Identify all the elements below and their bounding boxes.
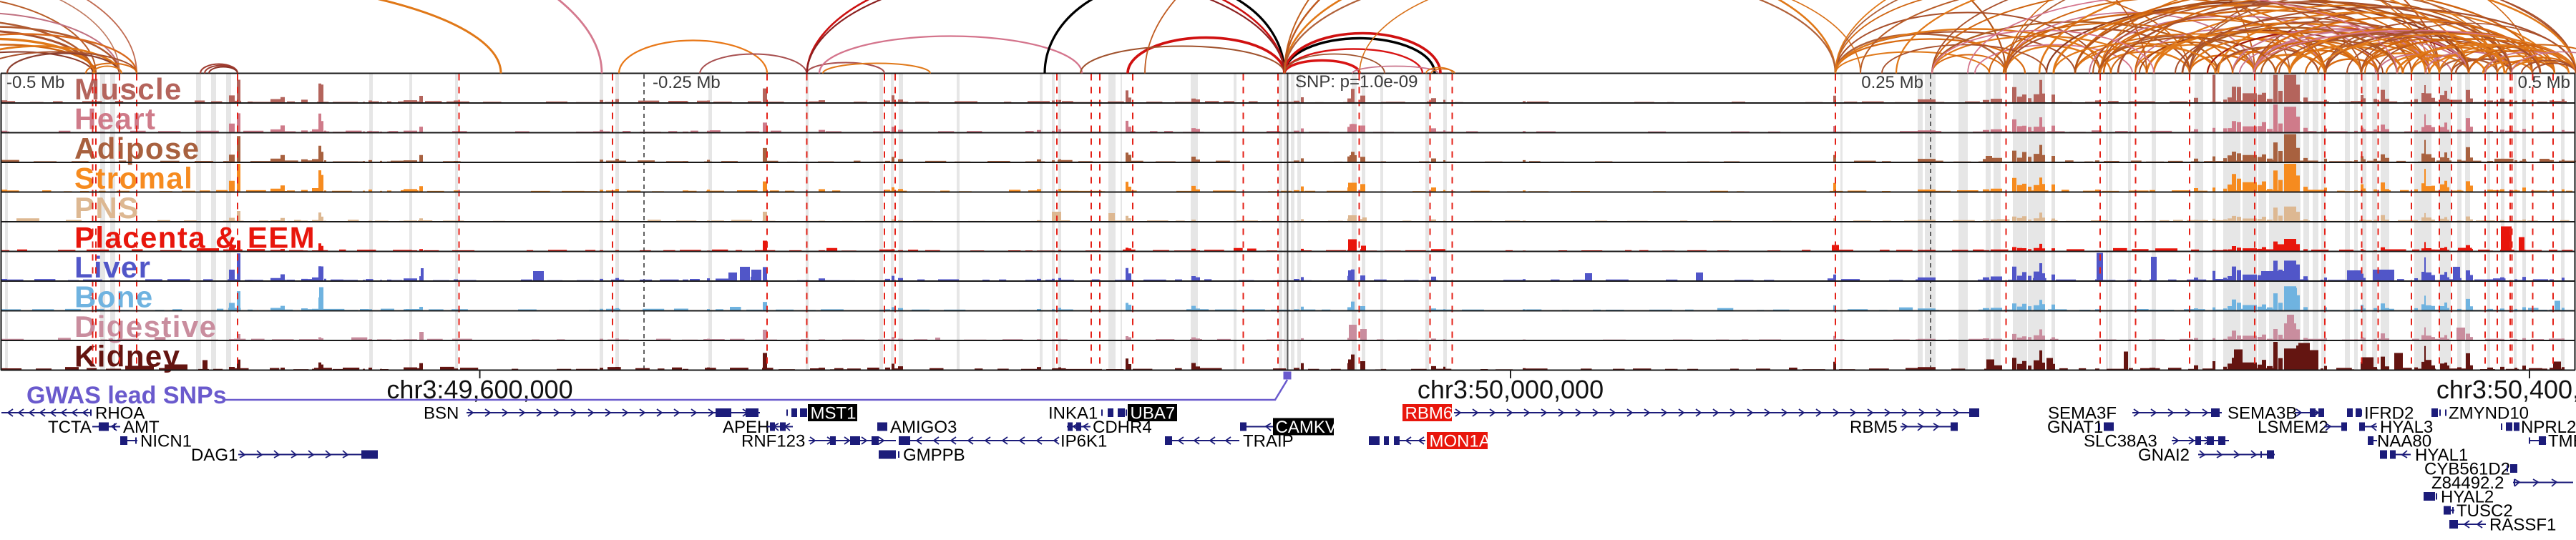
svg-text:APEH: APEH <box>723 418 769 437</box>
svg-text:MON1A: MON1A <box>1430 432 1491 451</box>
svg-text:ZMYND10: ZMYND10 <box>2449 404 2529 423</box>
svg-text:SEMA3B: SEMA3B <box>2228 404 2297 423</box>
svg-text:TMEM115: TMEM115 <box>2548 432 2576 451</box>
svg-text:TRAIP: TRAIP <box>1243 432 1294 451</box>
svg-text:SNP: p=1.0e-09: SNP: p=1.0e-09 <box>1295 72 1418 92</box>
svg-text:LSMEM2: LSMEM2 <box>2258 418 2328 437</box>
svg-text:SEMA3F: SEMA3F <box>2048 404 2117 423</box>
svg-text:HYAL2: HYAL2 <box>2441 488 2494 507</box>
svg-text:HYAL3: HYAL3 <box>2380 418 2433 437</box>
svg-text:GNAT1: GNAT1 <box>2047 418 2103 437</box>
svg-text:AMIGO3: AMIGO3 <box>890 418 957 437</box>
svg-text:Heart: Heart <box>74 102 156 136</box>
svg-text:-0.25 Mb: -0.25 Mb <box>653 73 721 92</box>
svg-text:MST1: MST1 <box>811 404 857 423</box>
svg-text:0.25 Mb: 0.25 Mb <box>1861 73 1923 92</box>
svg-text:Placenta & EEM: Placenta & EEM <box>74 221 316 255</box>
svg-text:TUSC2: TUSC2 <box>2457 501 2513 521</box>
svg-text:RASSF1: RASSF1 <box>2489 516 2556 535</box>
svg-text:GNAI2: GNAI2 <box>2138 446 2190 465</box>
svg-text:RBM6: RBM6 <box>1405 404 1453 423</box>
svg-text:RHOA: RHOA <box>95 404 145 423</box>
svg-text:RBM5: RBM5 <box>1850 418 1898 437</box>
svg-text:INKA1: INKA1 <box>1048 404 1098 423</box>
svg-text:TCTA: TCTA <box>48 418 92 437</box>
svg-text:Liver: Liver <box>74 250 151 284</box>
svg-text:-0.5 Mb: -0.5 Mb <box>6 73 64 92</box>
svg-text:SLC38A3: SLC38A3 <box>2084 432 2157 451</box>
svg-text:GMPPB: GMPPB <box>903 446 965 465</box>
svg-text:chr3:50,000,000: chr3:50,000,000 <box>1418 375 1604 404</box>
svg-text:IFRD2: IFRD2 <box>2364 404 2414 423</box>
svg-text:NICN1: NICN1 <box>140 432 192 451</box>
svg-text:Adipose: Adipose <box>74 132 200 165</box>
svg-text:CYB561D2: CYB561D2 <box>2424 460 2510 479</box>
svg-text:CAMKV: CAMKV <box>1276 418 1337 437</box>
svg-text:RNF123: RNF123 <box>741 432 805 451</box>
svg-text:chr3:50,400,000: chr3:50,400,000 <box>2436 375 2576 404</box>
svg-text:NAA80: NAA80 <box>2377 432 2431 451</box>
svg-text:CDHR4: CDHR4 <box>1093 418 1152 437</box>
svg-text:Bone: Bone <box>74 280 154 314</box>
svg-text:BSN: BSN <box>424 404 459 423</box>
svg-text:NPRL2: NPRL2 <box>2521 418 2576 437</box>
svg-text:DAG1: DAG1 <box>191 446 238 465</box>
svg-text:Z84492.2: Z84492.2 <box>2431 473 2504 493</box>
svg-text:AMT: AMT <box>123 418 160 437</box>
svg-text:Digestive: Digestive <box>74 310 217 343</box>
svg-text:0.5 Mb: 0.5 Mb <box>2518 73 2570 92</box>
svg-text:PNS: PNS <box>74 191 140 225</box>
svg-text:Muscle: Muscle <box>74 72 182 106</box>
svg-text:GWAS lead SNPs: GWAS lead SNPs <box>26 382 227 409</box>
svg-text:IP6K1: IP6K1 <box>1060 432 1107 451</box>
svg-text:HYAL1: HYAL1 <box>2415 446 2468 465</box>
svg-text:UBA7: UBA7 <box>1131 404 1176 423</box>
svg-text:Stromal: Stromal <box>74 162 193 195</box>
